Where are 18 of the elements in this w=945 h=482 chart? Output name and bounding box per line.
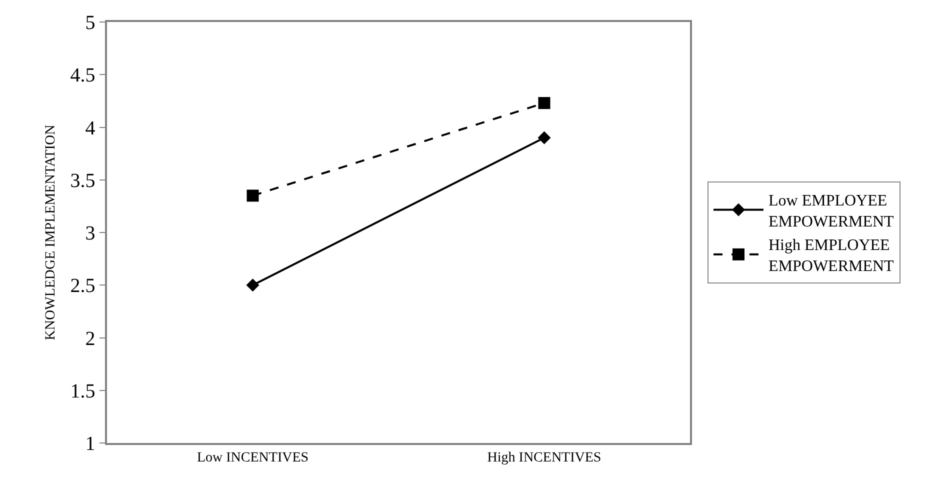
y-tick-label: 4.5 [70,64,96,87]
legend-label: Low EMPLOYEE EMPOWERMENT [768,192,894,230]
point [538,131,551,144]
y-tick-label: 5 [85,12,96,34]
x-tick-label: High INCENTIVES [487,450,602,466]
x-tick-label: Low INCENTIVES [196,450,309,466]
point [538,97,550,110]
y-tick-label: 1.5 [70,380,96,402]
y-tick-label: 4 [85,117,96,140]
point [246,190,259,202]
y-tick-label: 3 [85,222,96,244]
point [246,278,260,292]
legend-label: High EMPLOYEE EMPOWERMENT [768,237,894,276]
y-axis-title: KNOWLEDGE IMPLEMENTATION [43,124,58,340]
y-tick-label: 2.5 [70,275,96,298]
y-tick-label: 3.5 [70,170,96,192]
y-tick-label: 1 [85,433,96,455]
y-tick-label: 2 [85,328,96,350]
